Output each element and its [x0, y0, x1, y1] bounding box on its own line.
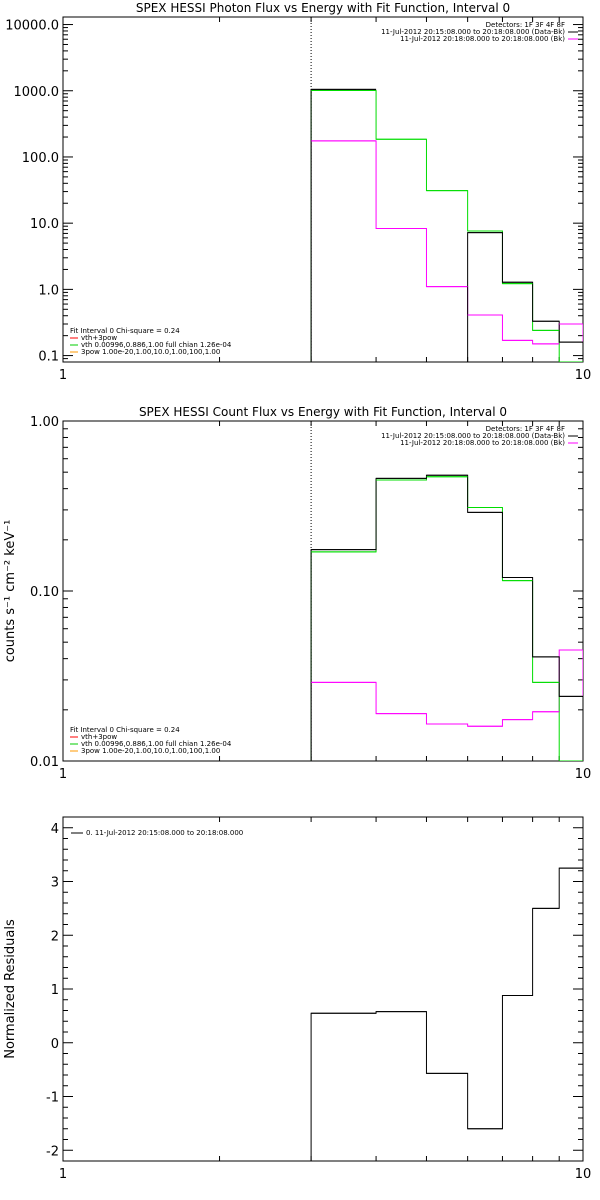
y-tick-label: 1000.0: [14, 85, 60, 100]
plot-frame: [62, 16, 584, 363]
legend-text: vth+3pow: [81, 334, 117, 342]
chart-panel-1: SPEX HESSI Count Flux vs Energy with Fit…: [3, 405, 591, 782]
y-tick-label: 100.0: [22, 151, 59, 166]
series-line: [310, 649, 583, 761]
legend-text: Fit Interval 0 Chi-square = 0.24: [70, 726, 180, 734]
y-tick-label: 10000.0: [5, 19, 59, 34]
y-tick-label: 0.01: [30, 755, 59, 770]
chart-title: SPEX HESSI Count Flux vs Energy with Fit…: [139, 405, 507, 419]
chart-panel-2: 1 10 -2 -1 0 1 2 3 4 Normalized Residuals 0. 11-Ju…: [3, 816, 592, 1182]
legend-text: Detectors: 1F 3F 4F 8F: [486, 425, 565, 433]
legend-text: Fit Interval 0 Chi-square = 0.24: [70, 327, 180, 335]
legend-text: 3pow 1.00e-20,1.00,10.0,1.00,100,1.00: [81, 348, 220, 356]
series-line: [310, 476, 583, 761]
y-tick-label: 0.1: [38, 350, 59, 365]
legend-text: vth+3pow: [81, 733, 117, 741]
series-group: [310, 474, 583, 761]
y-tick-label: -2: [46, 1144, 59, 1159]
series-line: [310, 474, 583, 761]
y-tick-label: 4: [51, 822, 59, 837]
legend-text: 11-Jul-2012 20:15:08.000 to 20:18:08.000…: [381, 28, 565, 36]
y-tick-label: 1: [51, 983, 59, 998]
y-tick-label: 0: [51, 1037, 59, 1052]
legend-text: vth 0.00996,0.886,1.00 full chian 1.26e-…: [81, 740, 232, 748]
chart-panel-0: SPEX HESSI Photon Flux vs Energy with Fi…: [5, 1, 591, 383]
legend-text: Detectors: 1F 3F 4F 8F: [486, 21, 565, 29]
x-tick-label: 1: [59, 368, 67, 383]
x-tick-label: 10: [575, 767, 592, 782]
legend-text: vth 0.00996,0.886,1.00 full chian 1.26e-…: [81, 341, 232, 349]
series-line: [310, 140, 583, 362]
y-tick-label: 1.0: [38, 283, 59, 298]
series-line: [310, 867, 583, 1161]
x-tick-label: 1: [59, 767, 67, 782]
chart-title: SPEX HESSI Photon Flux vs Energy with Fi…: [136, 1, 510, 15]
y-axis-label: counts s⁻¹ cm⁻² keV⁻¹: [3, 520, 18, 663]
series-group: [310, 88, 583, 362]
y-tick-label: 10.0: [30, 217, 59, 232]
legend-text: 0. 11-Jul-2012 20:15:08.000 to 20:18:08.…: [86, 829, 243, 837]
x-tick-label: 10: [575, 1167, 592, 1182]
y-tick-label: 0.10: [30, 585, 59, 600]
y-axis-label: Normalized Residuals: [3, 919, 18, 1059]
x-tick-label: 10: [575, 368, 592, 383]
y-tick-label: 1.00: [30, 415, 59, 430]
legend-text: 11-Jul-2012 20:15:08.000 to 20:18:08.000…: [381, 432, 565, 440]
legend-text: 3pow 1.00e-20,1.00,10.0,1.00,100,1.00: [81, 747, 220, 755]
legend-text: 11-Jul-2012 20:18:08.000 to 20:18:08.000…: [400, 35, 565, 43]
x-tick-label: 1: [59, 1167, 67, 1182]
series-group: [310, 867, 583, 1161]
legend-text: 11-Jul-2012 20:18:08.000 to 20:18:08.000…: [400, 439, 565, 447]
plot-frame: [62, 816, 584, 1162]
plot-frame: [62, 420, 584, 762]
y-tick-label: -1: [46, 1091, 59, 1106]
y-tick-label: 2: [51, 929, 59, 944]
y-tick-label: 3: [51, 876, 59, 891]
